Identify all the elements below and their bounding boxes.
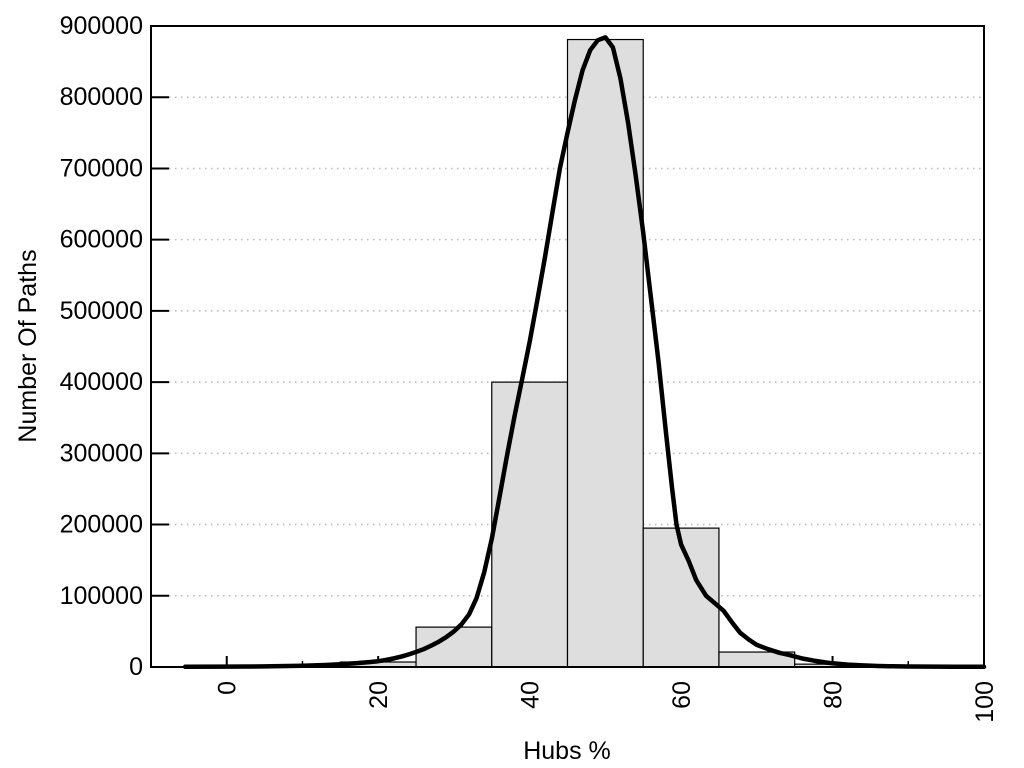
y-axis-title: Number Of Paths [14, 249, 42, 442]
x-axis-title: Hubs % [523, 737, 611, 765]
y-tick-label: 400000 [60, 368, 143, 396]
y-tick-label: 600000 [60, 226, 143, 254]
x-tick-label: 80 [820, 681, 848, 709]
grid-layer [151, 96, 984, 597]
y-tick-label: 200000 [60, 511, 143, 539]
x-tick-label: 100 [971, 681, 999, 723]
y-tick-label: 900000 [60, 12, 143, 40]
y-tick-label: 800000 [60, 83, 143, 111]
y-tick-label: 0 [129, 653, 143, 681]
y-tick-label: 700000 [60, 154, 143, 182]
y-tick-label: 500000 [60, 297, 143, 325]
x-tick-label: 60 [668, 681, 696, 709]
x-tick-label: 0 [214, 681, 242, 695]
x-tick-label: 40 [517, 681, 545, 709]
fit-curve [182, 35, 987, 670]
plot-border [150, 25, 985, 668]
histogram-bar [491, 381, 569, 668]
fit-curve-path [182, 35, 987, 670]
x-tick-label: 20 [365, 681, 393, 709]
plot-border-rect [150, 25, 985, 668]
tick-labels: 0 100000 200000 300000 400000 500000 600000 700… [60, 12, 999, 723]
y-tick-label: 300000 [60, 439, 143, 467]
y-tick-label: 100000 [60, 582, 143, 610]
